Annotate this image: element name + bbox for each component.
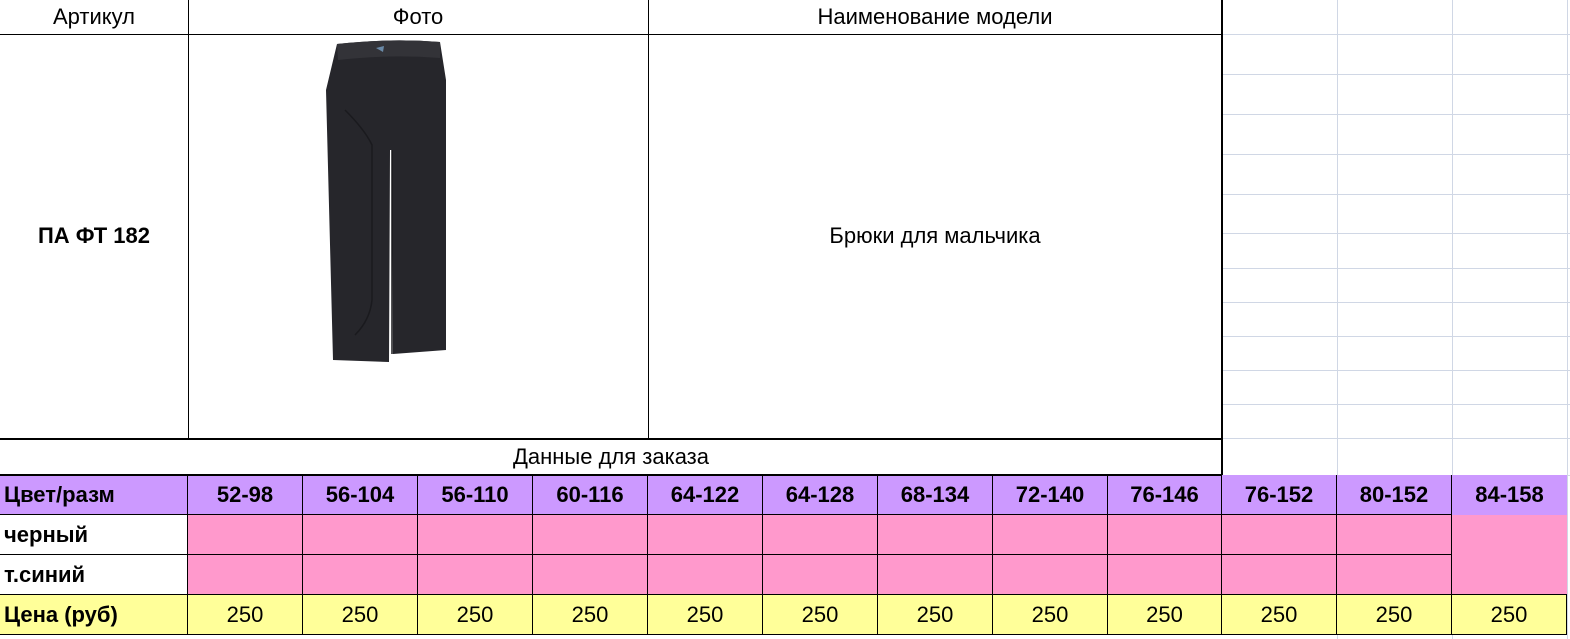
- size-header-cell: 64-122: [648, 475, 763, 515]
- quantity-input-cell[interactable]: [993, 515, 1108, 555]
- size-header-cell: 76-146: [1108, 475, 1222, 515]
- quantity-input-cell[interactable]: [878, 515, 993, 555]
- price-cell: 250: [1222, 595, 1337, 635]
- quantity-input-cell[interactable]: [1108, 515, 1222, 555]
- price-cell: 250: [418, 595, 533, 635]
- size-header-cell: 56-104: [303, 475, 418, 515]
- quantity-input-cell[interactable]: [648, 515, 763, 555]
- price-cell: 250: [188, 595, 303, 635]
- header-article: Артикул: [52, 4, 136, 29]
- gridline: [1222, 194, 1570, 195]
- price-cell: 250: [1108, 595, 1222, 635]
- quantity-input-cell[interactable]: [1108, 555, 1222, 595]
- gridline: [1222, 154, 1570, 155]
- size-header-cell: 80-152: [1337, 475, 1452, 515]
- quantity-input-cell[interactable]: [1337, 515, 1452, 555]
- size-header-cell: 72-140: [993, 475, 1108, 515]
- price-cell: 250: [533, 595, 648, 635]
- gridline: [1222, 438, 1570, 439]
- quantity-input-cell[interactable]: [1222, 555, 1337, 595]
- quantity-input-cell[interactable]: [418, 555, 533, 595]
- pants-photo-icon: [326, 40, 446, 363]
- color-label: т.синий: [0, 555, 188, 595]
- header-model-name: Наименование модели: [817, 4, 1053, 29]
- size-header-cell: 60-116: [533, 475, 648, 515]
- quantity-input-cell[interactable]: [303, 515, 418, 555]
- quantity-input-cell[interactable]: [1337, 555, 1452, 595]
- article-cell[interactable]: ПА ФТ 182: [37, 223, 150, 248]
- quantity-input-cell[interactable]: [533, 555, 648, 595]
- gridline: [1222, 268, 1570, 269]
- gridline: [1222, 34, 1570, 35]
- price-cell: 250: [648, 595, 763, 635]
- size-header-cell: 68-134: [878, 475, 993, 515]
- size-header-cell: 76-152: [1222, 475, 1337, 515]
- quantity-input-cell[interactable]: [303, 555, 418, 595]
- quantity-input-cell[interactable]: [418, 515, 533, 555]
- quantity-input-cell[interactable]: [878, 555, 993, 595]
- quantity-input-cell[interactable]: [533, 515, 648, 555]
- header-photo: Фото: [392, 4, 444, 29]
- order-section-title: Данные для заказа: [512, 443, 710, 469]
- size-header-cell: 64-128: [763, 475, 878, 515]
- size-header-cell: 52-98: [188, 475, 303, 515]
- quantity-input-cell[interactable]: [1452, 515, 1567, 595]
- quantity-input-cell[interactable]: [763, 555, 878, 595]
- gridline: [1222, 370, 1570, 371]
- quantity-input-cell[interactable]: [763, 515, 878, 555]
- gridline: [1337, 0, 1338, 639]
- gridline: [1222, 114, 1570, 115]
- gridline: [1222, 74, 1570, 75]
- price-cell: 250: [878, 595, 993, 635]
- gridline: [1452, 0, 1453, 639]
- color-label: черный: [0, 515, 188, 555]
- quantity-input-cell[interactable]: [993, 555, 1108, 595]
- gridline: [1222, 404, 1570, 405]
- size-header-cell: 84-158: [1452, 475, 1567, 515]
- price-cell: 250: [1452, 595, 1567, 635]
- size-row-label: Цвет/разм: [0, 475, 188, 515]
- quantity-input-cell[interactable]: [648, 555, 763, 595]
- price-cell: 250: [763, 595, 878, 635]
- price-label: Цена (руб): [0, 595, 188, 635]
- gridline: [1222, 336, 1570, 337]
- gridline: [1567, 0, 1568, 639]
- price-cell: 250: [993, 595, 1108, 635]
- quantity-input-cell[interactable]: [188, 555, 303, 595]
- size-header-cell: 56-110: [418, 475, 533, 515]
- model-name-cell[interactable]: Брюки для мальчика: [829, 223, 1041, 248]
- quantity-input-cell[interactable]: [1222, 515, 1337, 555]
- gridline: [1222, 302, 1570, 303]
- photo-cell[interactable]: [188, 34, 648, 438]
- gridline: [1222, 233, 1570, 234]
- price-cell: 250: [303, 595, 418, 635]
- quantity-input-cell[interactable]: [188, 515, 303, 555]
- price-cell: 250: [1337, 595, 1452, 635]
